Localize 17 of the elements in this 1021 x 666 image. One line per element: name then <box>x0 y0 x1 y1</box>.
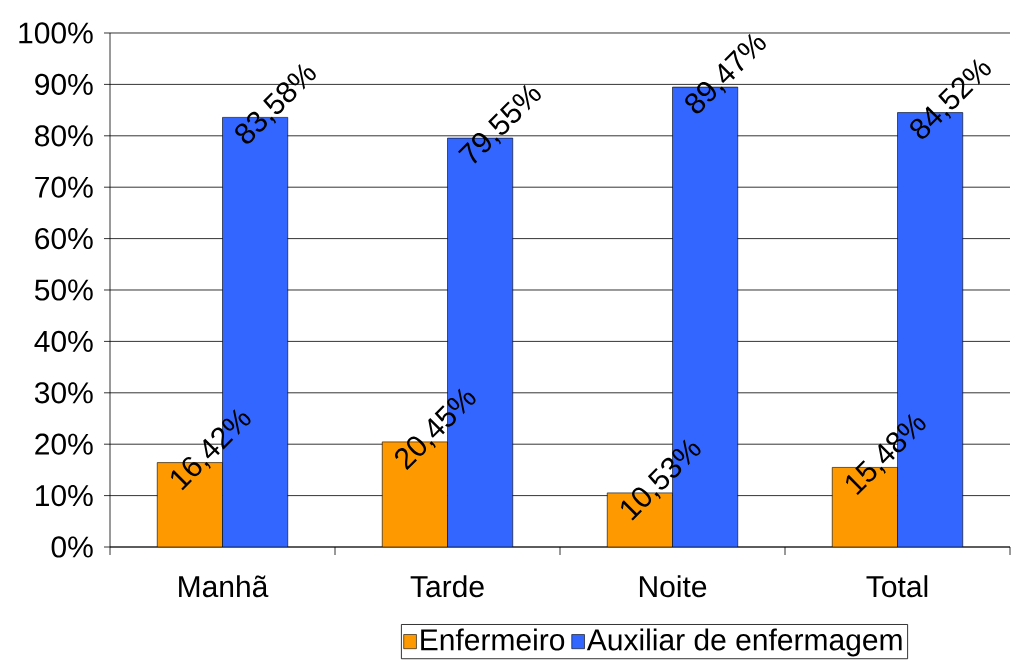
y-tick-label: 30% <box>34 382 93 404</box>
y-tick-label: 100% <box>19 22 93 44</box>
x-tick-label: Manhã <box>179 575 269 598</box>
y-tick-label: 80% <box>35 125 93 147</box>
y-tick-label: 60% <box>35 227 93 250</box>
legend-label: Auxiliar de enfermagem <box>586 628 902 657</box>
y-tick-label: 70% <box>35 176 93 198</box>
x-tick-label: Tarde <box>410 575 484 598</box>
y-tick-label: 20% <box>35 433 93 455</box>
x-tick-label: Total <box>866 575 928 598</box>
y-tick-label: 10% <box>36 484 93 507</box>
x-tick-label: Noite <box>639 575 707 598</box>
y-tick-label: 90% <box>35 73 93 96</box>
legend-label: Enfermeiro <box>421 628 565 651</box>
y-tick-label: 0% <box>51 536 93 558</box>
y-tick-label: 40% <box>34 330 93 353</box>
y-tick-label: 50% <box>34 279 93 301</box>
